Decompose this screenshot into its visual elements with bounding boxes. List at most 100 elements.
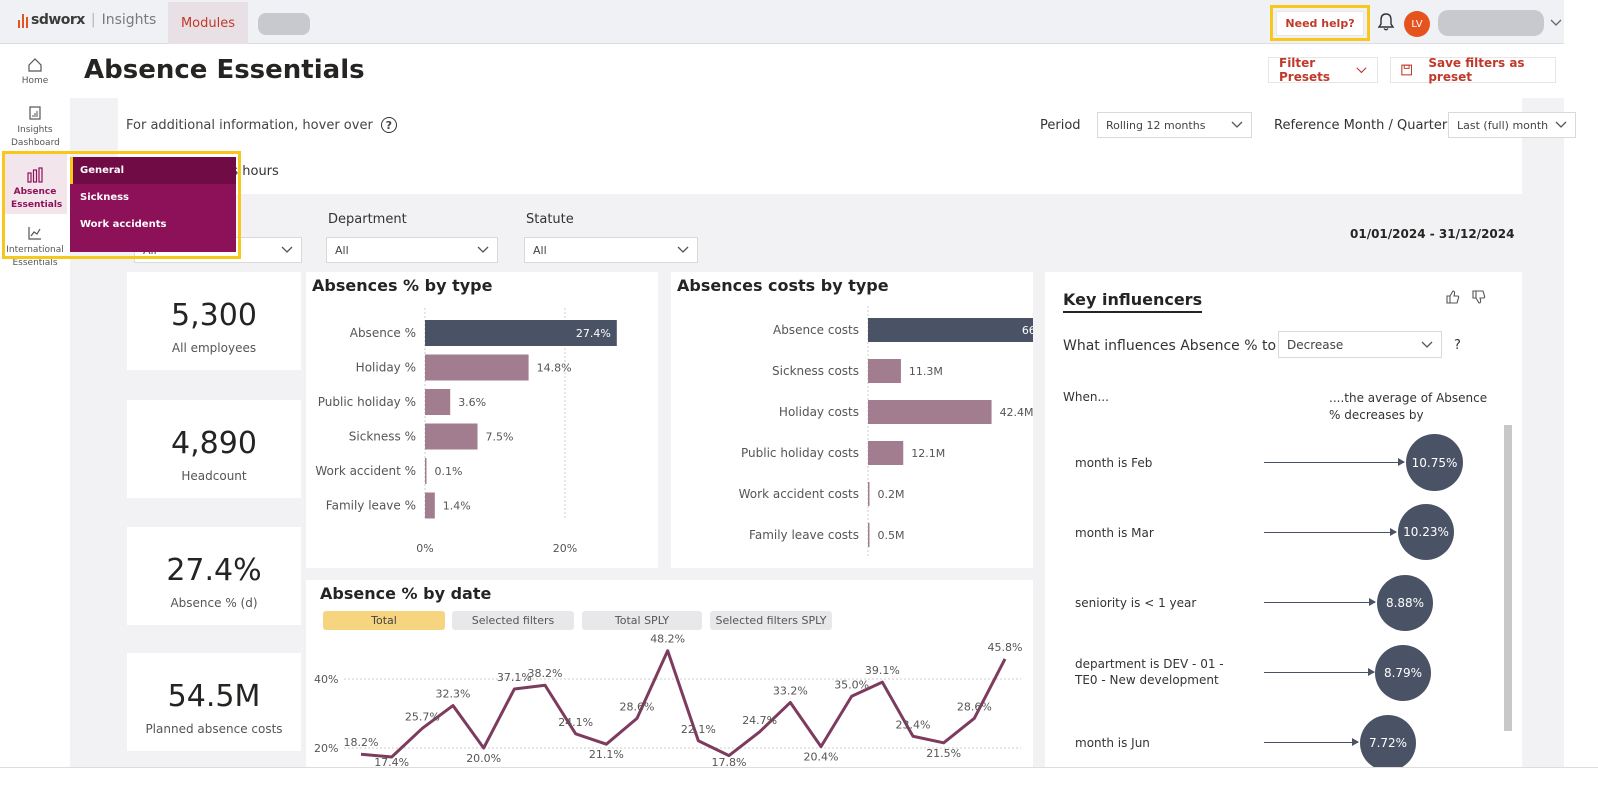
influencer-label[interactable]: month is Feb — [1075, 456, 1153, 470]
thumbs-up-icon[interactable] — [1445, 289, 1461, 305]
bar — [425, 354, 529, 381]
chevron-down-icon — [477, 246, 489, 253]
bar — [868, 482, 870, 506]
filter-presets-button[interactable]: Filter Presets — [1268, 56, 1378, 84]
statute-dropdown[interactable]: All — [524, 237, 698, 263]
category-label: Absence costs — [773, 323, 859, 337]
data-label: 1.4% — [443, 500, 471, 513]
influence-direction-dropdown[interactable]: Decrease — [1278, 331, 1442, 358]
flyout-item-sickness[interactable]: Sickness — [80, 192, 130, 203]
category-label: Work accident costs — [739, 487, 859, 501]
bar — [425, 423, 478, 450]
absence-essentials-flyout: General Sickness Work accidents — [70, 157, 236, 252]
modules-tab[interactable]: Modules — [168, 2, 248, 44]
redacted-user-name[interactable] — [1438, 10, 1544, 36]
data-label: 21.1% — [589, 748, 624, 761]
kpi-label: Absence % (d) — [170, 596, 258, 610]
influencer-label[interactable]: month is Jun — [1075, 736, 1150, 750]
sdworx-logo[interactable]: sdworx | Insights — [18, 12, 156, 28]
department-dropdown[interactable]: All — [326, 237, 498, 263]
chevron-down-icon — [1555, 121, 1567, 128]
help-circle-icon[interactable]: ? — [380, 117, 397, 133]
chevron-down-icon — [1231, 121, 1243, 128]
pill-total[interactable]: Total — [323, 611, 445, 630]
data-label: 11.3M — [909, 365, 943, 378]
app-name: Insights — [101, 12, 157, 28]
data-label: 42.4M — [1000, 406, 1033, 419]
data-label: 37.1% — [497, 671, 532, 684]
pill-selected-filters-sply[interactable]: Selected filters SPLY — [710, 611, 832, 630]
flyout-item-work-accidents[interactable]: Work accidents — [80, 219, 167, 230]
x-tick-label: 0% — [416, 542, 433, 555]
nav-item-home[interactable]: Home — [0, 57, 70, 86]
influencer-bubble[interactable]: 8.88% — [1377, 575, 1433, 631]
reference-month-label: Reference Month / Quarter — [1274, 118, 1448, 133]
data-label: 20.0% — [466, 752, 501, 765]
filter-presets-label: Filter Presets — [1279, 56, 1331, 84]
nav-label-international-essentials: International Essentials — [6, 245, 64, 268]
category-label: Family leave % — [326, 499, 416, 513]
need-help-button[interactable]: Need help? — [1276, 10, 1364, 36]
category-label: Sickness costs — [772, 364, 859, 378]
brand-name: sdworx — [31, 12, 85, 28]
chevron-down-icon[interactable] — [1550, 16, 1562, 28]
bar — [425, 458, 427, 484]
period-label: Period — [1040, 118, 1081, 133]
bar — [868, 359, 901, 383]
influencer-arrow — [1264, 738, 1359, 746]
bar — [425, 492, 435, 519]
when-label: When... — [1063, 390, 1109, 404]
data-label: 45.8% — [988, 641, 1023, 654]
period-dropdown[interactable]: Rolling 12 months — [1097, 112, 1252, 138]
influencer-bubble[interactable]: 8.79% — [1375, 645, 1431, 701]
chevron-down-icon — [677, 246, 689, 253]
dashboard-icon — [29, 106, 41, 120]
pill-total-sply[interactable]: Total SPLY — [582, 611, 702, 630]
influencer-bubble[interactable]: 7.72% — [1360, 715, 1416, 771]
category-label: Holiday % — [356, 361, 416, 375]
influencer-bubble[interactable]: 10.75% — [1406, 434, 1463, 491]
save-filters-button[interactable]: Save filters as preset — [1390, 56, 1556, 84]
save-icon — [1401, 64, 1413, 76]
influencer-label[interactable]: department is DEV - 01 - TE0 - New devel… — [1075, 657, 1224, 687]
influencer-label[interactable]: month is Mar — [1075, 526, 1154, 540]
data-label: 17.8% — [712, 756, 747, 767]
bar — [868, 523, 870, 547]
bell-icon[interactable] — [1376, 12, 1396, 32]
data-label: 33.2% — [773, 684, 808, 697]
statute-value: All — [533, 243, 547, 257]
x-tick-label: 20% — [553, 542, 577, 555]
bar — [425, 389, 451, 415]
absences-costs-by-type-card: Absences costs by type Absence costs 66.5… — [671, 272, 1062, 568]
category-label: Work accident % — [315, 464, 416, 478]
y-tick-label: 40% — [314, 673, 338, 686]
save-filters-label: Save filters as preset — [1428, 56, 1525, 84]
title-bar: Absence Essentials Filter Presets Save f… — [70, 45, 1564, 98]
nav-item-absence-essentials[interactable]: Absence Essentials — [0, 167, 70, 212]
key-influencers-scrollbar[interactable] — [1504, 425, 1512, 731]
influencer-bubble[interactable]: 10.23% — [1398, 504, 1454, 560]
chevron-down-icon — [281, 246, 293, 253]
avatar[interactable]: LV — [1404, 11, 1430, 37]
absence-by-date-chart: 40% 20% 18.2% 17.4% 25.7% 32.3% 20.0% 37.1%38.2… — [314, 633, 1023, 767]
bar — [868, 400, 992, 424]
redacted-tab[interactable] — [258, 13, 310, 35]
thumbs-down-icon[interactable] — [1471, 289, 1487, 305]
kpi-label: All employees — [171, 341, 257, 355]
nav-item-insights-dashboard[interactable]: Insights Dashboard — [0, 105, 70, 150]
nav-item-international-essentials[interactable]: International Essentials — [0, 225, 70, 270]
data-label: 66.5M — [1022, 324, 1033, 337]
influencer-label[interactable]: seniority is < 1 year — [1075, 596, 1197, 610]
chart-title: Absences % by type — [312, 276, 493, 295]
category-label: Sickness % — [349, 430, 416, 444]
data-label: 0.5M — [878, 529, 905, 542]
kpi-value: 5,300 — [171, 298, 257, 333]
reference-month-dropdown[interactable]: Last (full) month — [1448, 112, 1576, 138]
data-label: 24.7% — [742, 714, 777, 727]
data-label: 48.2% — [650, 633, 685, 646]
data-label: 24.1% — [558, 716, 593, 729]
pill-selected-filters[interactable]: Selected filters — [452, 611, 574, 630]
flyout-item-general[interactable]: General — [70, 157, 236, 184]
chevron-down-icon — [1356, 66, 1367, 73]
data-label: 27.4% — [576, 327, 611, 340]
